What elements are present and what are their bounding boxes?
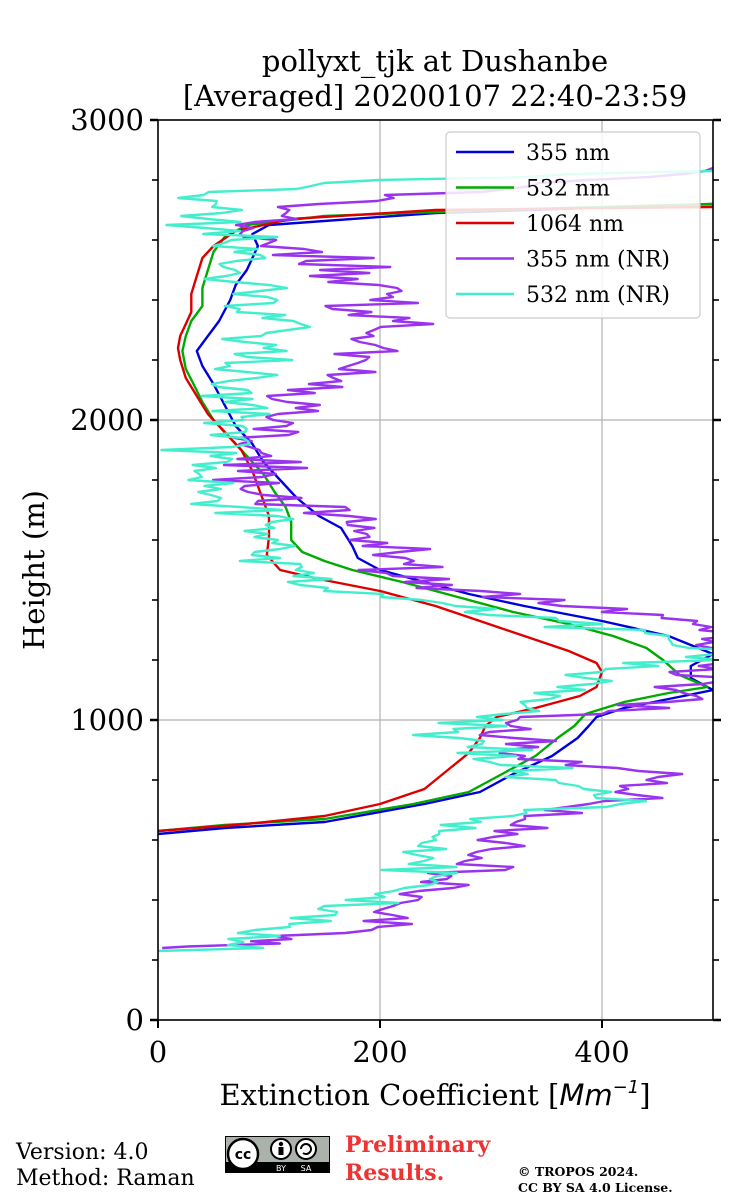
y-tick-label: 1000 — [70, 703, 144, 737]
y-tick-label: 0 — [126, 1003, 144, 1037]
legend-label: 355 nm (NR) — [526, 248, 670, 273]
cc-icon — [226, 1137, 260, 1171]
x-axis-label-close: ] — [639, 1078, 650, 1112]
sa-label: SA — [301, 1164, 312, 1173]
copyright-line-2: CC BY SA 4.0 License. — [518, 1180, 673, 1195]
series-line-355-nm — [158, 202, 713, 836]
series-line-532-nm-nr — [158, 169, 713, 953]
series-line-355-nm-nr — [162, 166, 713, 950]
chart-title: pollyxt_tjk at Dushanbe — [262, 44, 608, 79]
legend: 355 nm 532 nm 1064 nm 355 nm (NR) 532 nm (NR… — [445, 131, 701, 319]
legend-label: 532 nm — [526, 177, 610, 202]
x-axis-label: Extinction Coefficient [Mm−1] — [219, 1077, 650, 1112]
by-label: BY — [276, 1164, 286, 1173]
cc-icon-text: cc — [235, 1147, 252, 1163]
preliminary-results-note: Preliminary Results. — [345, 1132, 491, 1186]
sa-icon — [295, 1138, 317, 1160]
x-axis-label-unit: Mm — [559, 1078, 612, 1112]
legend-label: 532 nm (NR) — [526, 283, 670, 308]
copyright-line-1: © TROPOS 2024. — [518, 1164, 639, 1179]
x-tick-label: 0 — [149, 1035, 167, 1069]
series-line-532-nm — [158, 202, 713, 833]
x-tick-label: 200 — [352, 1035, 407, 1069]
copyright-notice: © TROPOS 2024. CC BY SA 4.0 License. — [518, 1164, 748, 1196]
version-text: Version: 4.0 — [16, 1140, 149, 1165]
x-axis-label-text: Extinction Coefficient [ — [219, 1078, 559, 1112]
cc-license-badge: cc BY SA — [225, 1136, 331, 1178]
series-lines — [158, 166, 713, 953]
legend-box — [445, 131, 701, 319]
legend-label: 1064 nm — [526, 212, 624, 237]
y-tick-label: 3000 — [70, 103, 144, 137]
x-tick-label: 400 — [574, 1035, 629, 1069]
y-axis-label: Height (m) — [17, 490, 51, 650]
method-text: Method: Raman — [16, 1166, 195, 1191]
legend-label: 355 nm — [526, 141, 610, 166]
x-axis-label-exponent: −1 — [613, 1077, 640, 1098]
chart-subtitle: [Averaged] 20200107 22:40-23:59 — [183, 79, 687, 113]
plot-frame — [157, 119, 714, 1021]
y-tick-label: 2000 — [70, 403, 144, 437]
axis-ticks: 0 200 400 0 1000 2000 3000 — [70, 103, 721, 1069]
